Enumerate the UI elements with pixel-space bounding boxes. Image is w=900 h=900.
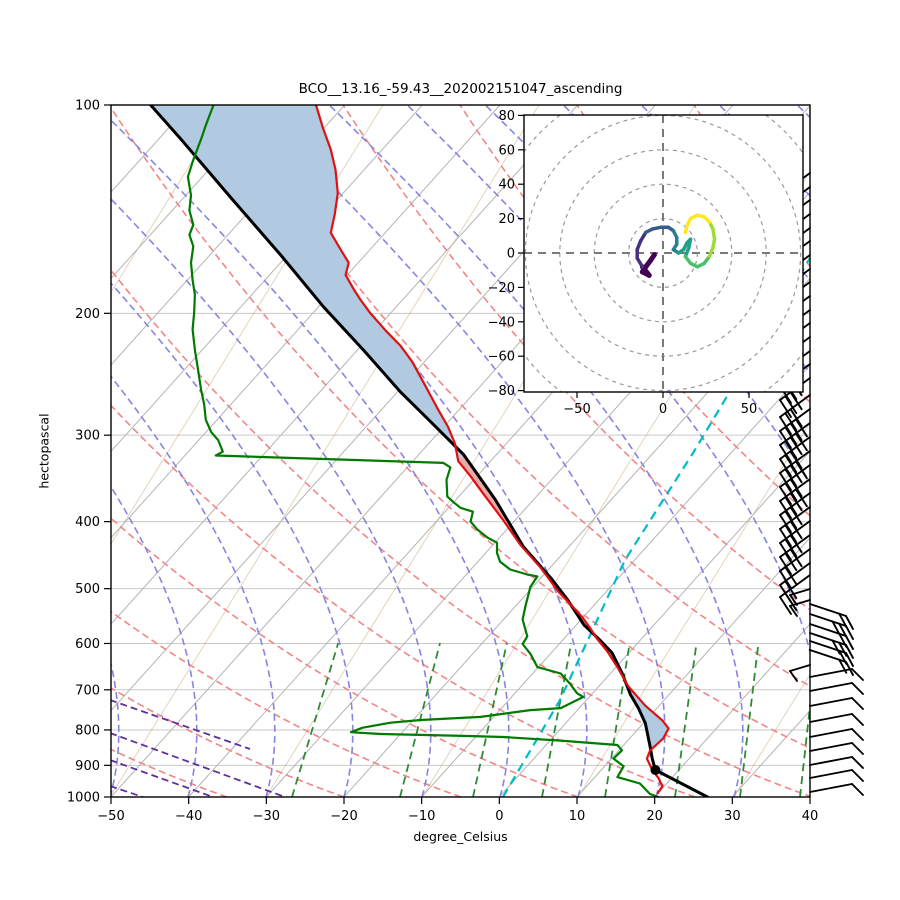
temperature-tick-label: −50 [97,809,124,824]
temperature-tick-label: 10 [569,809,586,824]
hodograph-y-tick-label: 40 [498,178,515,193]
temperature-tick-label: 0 [495,809,503,824]
wind-barb [809,713,864,726]
hodograph-trace [635,213,717,278]
wind-barb [779,408,811,449]
parcel-origin-dot [650,764,661,775]
pressure-tick-label: 200 [75,307,100,322]
overlap-adiabats [111,699,286,797]
hodograph-y-tick-label: −60 [488,350,515,365]
hodograph-y-tick-label: −20 [488,281,515,296]
temperature-tick-label: 20 [646,809,663,824]
wind-barb [779,548,811,589]
wind-barb [809,783,864,796]
temperature-tick-label: 40 [802,809,819,824]
pressure-tick-label: 800 [75,723,100,738]
hodograph-y-tick-label: −40 [488,315,515,330]
hodograph-y-tick-label: 0 [507,247,515,262]
x-axis-label: degree_Celsius [413,829,508,844]
wind-barb [779,492,811,533]
wind-barb [809,632,854,659]
temperature-tick-label: 30 [724,809,741,824]
hodograph-y-tick-label: −80 [488,384,515,399]
wind-barb [809,756,864,769]
wind-barb [779,394,811,435]
hodograph-y-tick-label: 20 [498,212,515,227]
pressure-tick-label: 300 [75,429,100,444]
hodograph-x-tick-label: −50 [563,402,590,417]
wind-barb [779,506,811,547]
figure-title: BCO__13.16_-59.43__202002151047_ascendin… [298,81,623,97]
wind-barb [809,728,864,741]
wind-barb [779,464,811,505]
temperature-tick-label: −40 [175,809,202,824]
wind-barb [779,436,811,477]
hodograph-y-tick-label: 60 [498,143,515,158]
pressure-tick-label: 100 [75,99,100,114]
wind-barb [789,664,811,682]
dewpoint-curve [186,105,660,797]
mixing-ratio-lines [291,642,810,797]
pressure-tick-label: 900 [75,759,100,774]
wind-barb [809,742,864,755]
pressure-tick-label: 1000 [67,791,100,806]
plot-border [110,104,811,798]
wind-barb [779,534,811,575]
hodograph-y-tick-label: 80 [498,109,515,124]
wind-barb [809,697,864,710]
wind-barb [809,613,854,640]
hodograph-ring [593,183,733,323]
pressure-tick-label: 700 [75,683,100,698]
wind-barb [809,769,864,782]
pressure-tick-label: 600 [75,637,100,652]
wind-barb [779,450,811,491]
wind-barb [779,478,811,519]
pressure-tick-label: 400 [75,515,100,530]
parcel_profile-curve [149,105,709,797]
temperature-tick-label: −30 [253,809,280,824]
mid_pink_area [458,454,601,641]
temperature-tick-label: −10 [408,809,435,824]
temperature-tick-label: −20 [330,809,357,824]
wind-barb [779,574,811,615]
pressure-tick-label: 500 [75,582,100,597]
wind-barb [779,422,811,463]
hodograph-x-tick-label: 50 [741,402,758,417]
hodograph-x-tick-label: 0 [659,402,667,417]
temperature-curve [314,105,670,795]
hodograph-inset: 80 60 40 20 0 −20 −40 −60 −80 −50 0 50 [488,109,804,417]
wind-barb [809,603,854,630]
wind-barb [809,668,864,681]
wind-barb [789,599,811,617]
wind-barb [809,682,864,695]
lower_blue_area [596,637,669,759]
wind-barb [779,520,811,561]
